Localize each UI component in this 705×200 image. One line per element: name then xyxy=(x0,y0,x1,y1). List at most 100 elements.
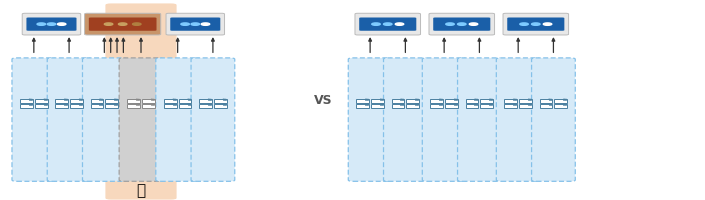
FancyBboxPatch shape xyxy=(554,104,568,109)
Polygon shape xyxy=(79,104,82,105)
FancyBboxPatch shape xyxy=(446,99,458,104)
FancyBboxPatch shape xyxy=(433,18,491,32)
FancyBboxPatch shape xyxy=(106,104,118,109)
FancyBboxPatch shape xyxy=(392,99,405,104)
FancyBboxPatch shape xyxy=(519,104,532,109)
FancyBboxPatch shape xyxy=(392,104,405,109)
FancyBboxPatch shape xyxy=(56,104,68,109)
Polygon shape xyxy=(208,104,212,105)
FancyBboxPatch shape xyxy=(164,104,176,109)
FancyBboxPatch shape xyxy=(430,99,443,104)
FancyBboxPatch shape xyxy=(466,104,479,109)
Circle shape xyxy=(118,24,127,26)
FancyBboxPatch shape xyxy=(200,104,212,109)
FancyBboxPatch shape xyxy=(23,14,80,36)
Polygon shape xyxy=(29,104,32,105)
Polygon shape xyxy=(548,104,552,105)
FancyBboxPatch shape xyxy=(70,99,83,104)
Polygon shape xyxy=(136,104,140,105)
FancyBboxPatch shape xyxy=(70,104,83,109)
FancyBboxPatch shape xyxy=(466,99,479,104)
FancyBboxPatch shape xyxy=(12,59,56,181)
FancyBboxPatch shape xyxy=(357,99,369,104)
Text: 🔥: 🔥 xyxy=(137,183,145,197)
FancyBboxPatch shape xyxy=(56,99,68,104)
FancyBboxPatch shape xyxy=(20,104,32,109)
Polygon shape xyxy=(439,104,443,105)
FancyBboxPatch shape xyxy=(89,18,157,32)
FancyBboxPatch shape xyxy=(90,104,103,109)
FancyBboxPatch shape xyxy=(85,14,161,36)
Polygon shape xyxy=(44,104,47,105)
FancyBboxPatch shape xyxy=(164,99,176,104)
FancyBboxPatch shape xyxy=(348,59,392,181)
FancyBboxPatch shape xyxy=(128,104,140,109)
FancyBboxPatch shape xyxy=(191,59,235,181)
Polygon shape xyxy=(64,104,68,105)
FancyBboxPatch shape xyxy=(505,104,517,109)
FancyBboxPatch shape xyxy=(119,59,163,181)
FancyBboxPatch shape xyxy=(430,104,443,109)
FancyBboxPatch shape xyxy=(505,99,517,104)
FancyBboxPatch shape xyxy=(106,4,176,200)
FancyBboxPatch shape xyxy=(35,104,48,109)
Polygon shape xyxy=(151,104,154,105)
FancyBboxPatch shape xyxy=(156,59,200,181)
Circle shape xyxy=(47,24,56,26)
Circle shape xyxy=(372,24,380,26)
Circle shape xyxy=(544,24,552,26)
FancyBboxPatch shape xyxy=(214,99,227,104)
FancyBboxPatch shape xyxy=(503,14,568,36)
Circle shape xyxy=(396,24,404,26)
Circle shape xyxy=(384,24,392,26)
Circle shape xyxy=(520,24,528,26)
Polygon shape xyxy=(400,104,403,105)
FancyBboxPatch shape xyxy=(35,99,48,104)
FancyBboxPatch shape xyxy=(406,104,419,109)
Circle shape xyxy=(191,24,200,26)
Circle shape xyxy=(104,24,113,26)
FancyBboxPatch shape xyxy=(496,59,540,181)
Polygon shape xyxy=(365,104,369,105)
FancyBboxPatch shape xyxy=(446,104,458,109)
FancyBboxPatch shape xyxy=(357,104,369,109)
Circle shape xyxy=(470,24,478,26)
Polygon shape xyxy=(380,104,384,105)
FancyBboxPatch shape xyxy=(128,99,140,104)
FancyBboxPatch shape xyxy=(540,99,553,104)
FancyBboxPatch shape xyxy=(519,99,532,104)
Polygon shape xyxy=(474,104,478,105)
FancyBboxPatch shape xyxy=(360,18,416,32)
Polygon shape xyxy=(223,104,226,105)
Polygon shape xyxy=(173,104,176,105)
FancyBboxPatch shape xyxy=(406,99,419,104)
FancyBboxPatch shape xyxy=(47,59,91,181)
FancyBboxPatch shape xyxy=(82,59,126,181)
FancyBboxPatch shape xyxy=(532,59,575,181)
FancyBboxPatch shape xyxy=(429,14,495,36)
FancyBboxPatch shape xyxy=(26,18,76,32)
FancyBboxPatch shape xyxy=(90,99,103,104)
Circle shape xyxy=(446,24,454,26)
Polygon shape xyxy=(114,104,117,105)
FancyBboxPatch shape xyxy=(142,99,155,104)
Polygon shape xyxy=(528,104,532,105)
FancyBboxPatch shape xyxy=(372,99,384,104)
FancyBboxPatch shape xyxy=(355,14,420,36)
Circle shape xyxy=(37,24,46,26)
FancyBboxPatch shape xyxy=(171,18,220,32)
Circle shape xyxy=(532,24,540,26)
FancyBboxPatch shape xyxy=(372,104,384,109)
Circle shape xyxy=(57,24,66,26)
FancyBboxPatch shape xyxy=(200,99,212,104)
Polygon shape xyxy=(489,104,492,105)
FancyBboxPatch shape xyxy=(106,99,118,104)
FancyBboxPatch shape xyxy=(214,104,227,109)
Circle shape xyxy=(201,24,209,26)
FancyBboxPatch shape xyxy=(508,18,564,32)
FancyBboxPatch shape xyxy=(179,99,192,104)
Circle shape xyxy=(133,24,141,26)
Polygon shape xyxy=(188,104,190,105)
Polygon shape xyxy=(513,104,516,105)
FancyBboxPatch shape xyxy=(481,99,494,104)
